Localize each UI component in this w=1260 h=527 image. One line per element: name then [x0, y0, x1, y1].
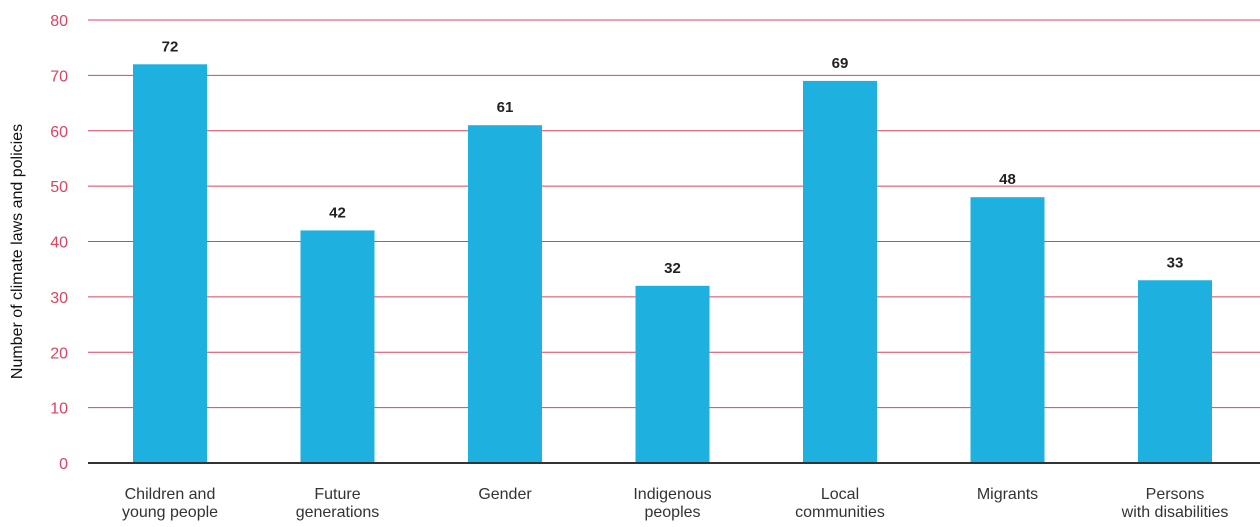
y-tick-label: 50 — [50, 179, 68, 196]
bar — [1138, 280, 1212, 463]
bar-value-label: 32 — [664, 260, 681, 277]
bar — [635, 285, 710, 463]
x-tick-label: Persons with disabilities — [1121, 486, 1229, 521]
x-tick-label: Children and young people — [122, 486, 218, 521]
x-tick-label: Future generations — [296, 486, 380, 521]
y-axis-title: Number of climate laws and policies — [9, 124, 26, 379]
bar — [468, 125, 542, 464]
bar-value-label: 69 — [832, 55, 849, 72]
x-tick-label: Indigenous peoples — [633, 486, 711, 521]
y-tick-label: 80 — [50, 13, 68, 30]
y-tick-label: 60 — [50, 124, 68, 141]
bar — [970, 197, 1045, 463]
bar — [133, 64, 207, 464]
bar — [300, 230, 375, 463]
x-tick-label: Migrants — [977, 486, 1038, 503]
bar-value-label: 48 — [999, 171, 1016, 188]
y-tick-label: 70 — [50, 68, 68, 85]
x-tick-label: Gender — [478, 486, 532, 503]
bar-value-label: 42 — [329, 204, 346, 221]
bar — [803, 80, 877, 463]
bar-layer — [133, 64, 1212, 464]
bar-value-label: 72 — [162, 38, 179, 55]
bar-value-label: 33 — [1167, 254, 1184, 271]
x-tick-label: Local communities — [795, 486, 885, 521]
y-tick-label: 30 — [50, 290, 68, 307]
bar-value-label: 61 — [497, 99, 514, 116]
y-tick-label: 40 — [50, 235, 68, 252]
y-tick-label: 20 — [50, 345, 68, 362]
y-tick-label: 10 — [50, 401, 68, 418]
label-layer: 0 10 20 30 40 50 60 70 80 72 Children and young peo… — [50, 13, 1228, 521]
y-tick-label: 0 — [59, 456, 68, 473]
